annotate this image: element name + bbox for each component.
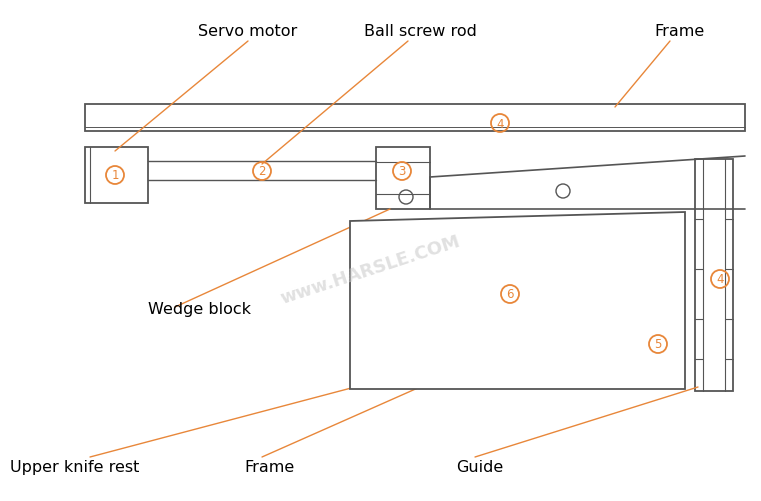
Bar xyxy=(85,105,745,132)
Text: 4: 4 xyxy=(496,117,504,130)
Text: 1: 1 xyxy=(111,169,119,182)
Text: Frame: Frame xyxy=(655,25,705,40)
Bar xyxy=(376,148,430,209)
Text: Wedge block: Wedge block xyxy=(148,302,251,317)
Text: 6: 6 xyxy=(506,288,514,301)
Text: 5: 5 xyxy=(654,338,661,351)
Bar xyxy=(695,160,733,391)
Polygon shape xyxy=(350,212,685,389)
Text: Frame: Frame xyxy=(245,459,295,474)
Bar xyxy=(85,148,148,203)
Text: Upper knife rest: Upper knife rest xyxy=(11,459,140,474)
Text: 3: 3 xyxy=(398,165,406,178)
Text: Ball screw rod: Ball screw rod xyxy=(364,25,476,40)
Text: Guide: Guide xyxy=(457,459,504,474)
Text: 2: 2 xyxy=(258,165,266,178)
Text: Servo motor: Servo motor xyxy=(199,25,298,40)
Text: www.HARSLE.COM: www.HARSLE.COM xyxy=(278,232,462,307)
Text: 4: 4 xyxy=(716,273,724,286)
